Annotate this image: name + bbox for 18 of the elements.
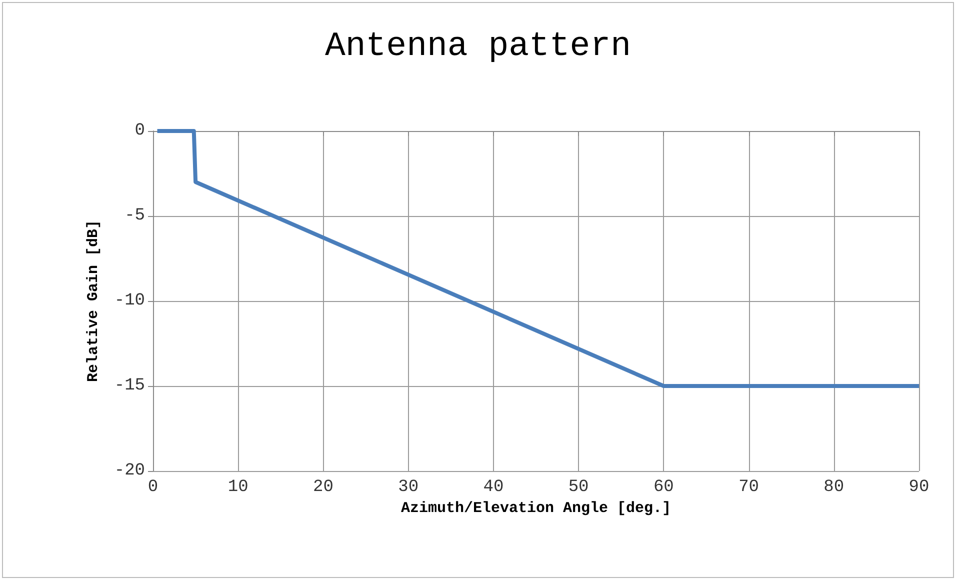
x-tick-label: 70 bbox=[738, 478, 759, 497]
x-axis-title: Azimuth/Elevation Angle [deg.] bbox=[400, 500, 672, 517]
y-tick-label: -5 bbox=[124, 206, 145, 226]
x-tick-label: 20 bbox=[313, 478, 334, 497]
y-tick-label: -15 bbox=[114, 376, 145, 396]
chart-title: Antenna pattern bbox=[324, 28, 632, 66]
x-tick-label: 0 bbox=[148, 478, 158, 497]
x-tick-label: 50 bbox=[568, 478, 589, 497]
x-tick-label: 40 bbox=[483, 478, 504, 497]
y-tick-label: -10 bbox=[114, 292, 145, 310]
x-tick-label: 10 bbox=[228, 478, 248, 497]
x-tick-label: 60 bbox=[653, 478, 674, 497]
y-tick-label: -20 bbox=[114, 462, 145, 480]
x-tick-label: 90 bbox=[908, 478, 930, 497]
x-tick-label: 30 bbox=[398, 478, 419, 497]
y-tick-label: 0 bbox=[134, 122, 145, 140]
y-axis-title: Relative Gain [dB] bbox=[85, 220, 102, 382]
x-tick-label: 80 bbox=[824, 478, 844, 497]
